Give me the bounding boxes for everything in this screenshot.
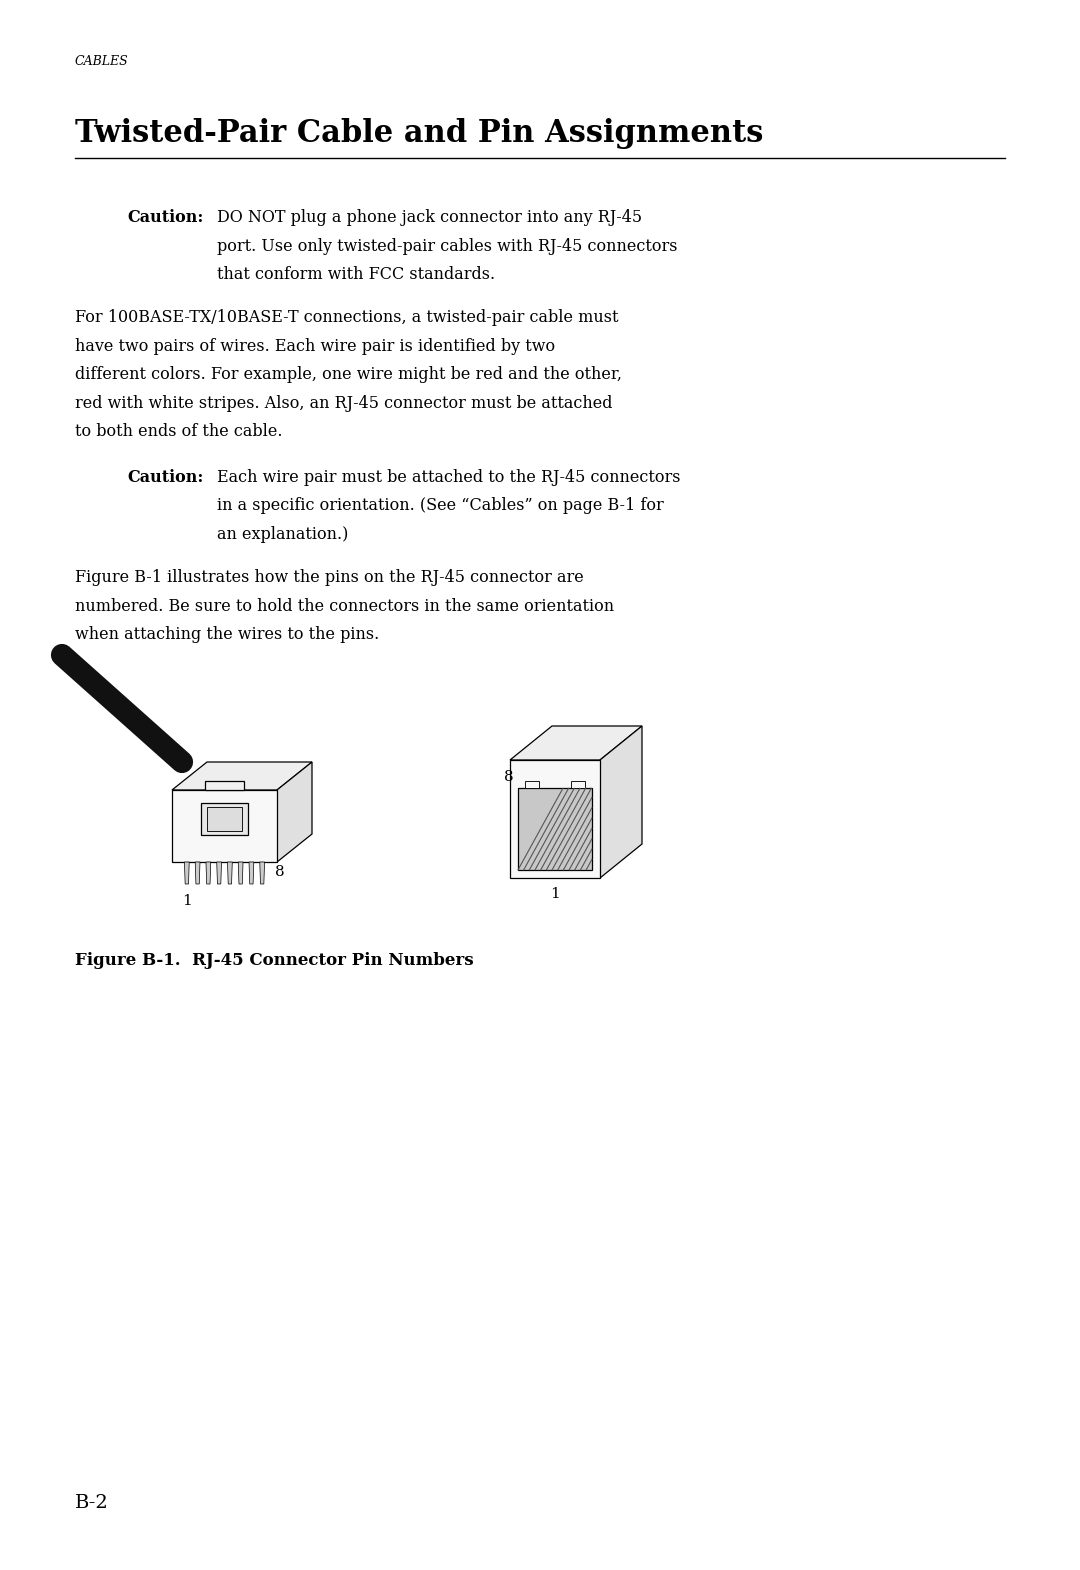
Text: different colors. For example, one wire might be red and the other,: different colors. For example, one wire …: [75, 366, 622, 383]
Text: Figure B-1 illustrates how the pins on the RJ-45 connector are: Figure B-1 illustrates how the pins on t…: [75, 568, 584, 586]
Text: red with white stripes. Also, an RJ-45 connector must be attached: red with white stripes. Also, an RJ-45 c…: [75, 394, 612, 411]
Text: that conform with FCC standards.: that conform with FCC standards.: [217, 265, 495, 283]
Polygon shape: [526, 782, 539, 788]
Polygon shape: [276, 761, 312, 862]
Polygon shape: [249, 862, 254, 884]
Polygon shape: [204, 782, 244, 790]
Text: 1: 1: [550, 887, 559, 901]
Polygon shape: [195, 862, 200, 884]
Text: to both ends of the cable.: to both ends of the cable.: [75, 422, 283, 440]
Text: port. Use only twisted-pair cables with RJ-45 connectors: port. Use only twisted-pair cables with …: [217, 237, 677, 254]
Text: 1: 1: [181, 893, 192, 907]
Text: Figure B-1.  RJ-45 Connector Pin Numbers: Figure B-1. RJ-45 Connector Pin Numbers: [75, 951, 474, 969]
Text: an explanation.): an explanation.): [217, 526, 349, 543]
Text: Caution:: Caution:: [127, 469, 203, 487]
Text: Twisted-Pair Cable and Pin Assignments: Twisted-Pair Cable and Pin Assignments: [75, 118, 764, 149]
Text: DO NOT plug a phone jack connector into any RJ-45: DO NOT plug a phone jack connector into …: [217, 209, 643, 226]
Polygon shape: [518, 788, 592, 870]
Polygon shape: [571, 782, 584, 788]
Polygon shape: [172, 790, 276, 862]
Polygon shape: [172, 761, 312, 790]
Polygon shape: [600, 725, 642, 878]
Polygon shape: [201, 802, 247, 835]
Text: 8: 8: [274, 865, 284, 879]
Text: B-2: B-2: [75, 1495, 109, 1512]
Text: Caution:: Caution:: [127, 209, 203, 226]
Text: numbered. Be sure to hold the connectors in the same orientation: numbered. Be sure to hold the connectors…: [75, 598, 615, 614]
Text: 8: 8: [504, 771, 514, 785]
Text: when attaching the wires to the pins.: when attaching the wires to the pins.: [75, 626, 379, 644]
Text: have two pairs of wires. Each wire pair is identified by two: have two pairs of wires. Each wire pair …: [75, 338, 555, 355]
Polygon shape: [239, 862, 243, 884]
Text: Each wire pair must be attached to the RJ-45 connectors: Each wire pair must be attached to the R…: [217, 469, 680, 487]
Polygon shape: [228, 862, 232, 884]
Text: in a specific orientation. (See “Cables” on page B-1 for: in a specific orientation. (See “Cables”…: [217, 498, 664, 515]
Polygon shape: [510, 760, 600, 878]
Text: For 100BASE-TX/10BASE-T connections, a twisted-pair cable must: For 100BASE-TX/10BASE-T connections, a t…: [75, 309, 619, 327]
Polygon shape: [206, 862, 211, 884]
Polygon shape: [510, 725, 642, 760]
Polygon shape: [260, 862, 265, 884]
Polygon shape: [185, 862, 189, 884]
Text: CABLES: CABLES: [75, 55, 129, 68]
Polygon shape: [217, 862, 221, 884]
Polygon shape: [207, 807, 242, 831]
